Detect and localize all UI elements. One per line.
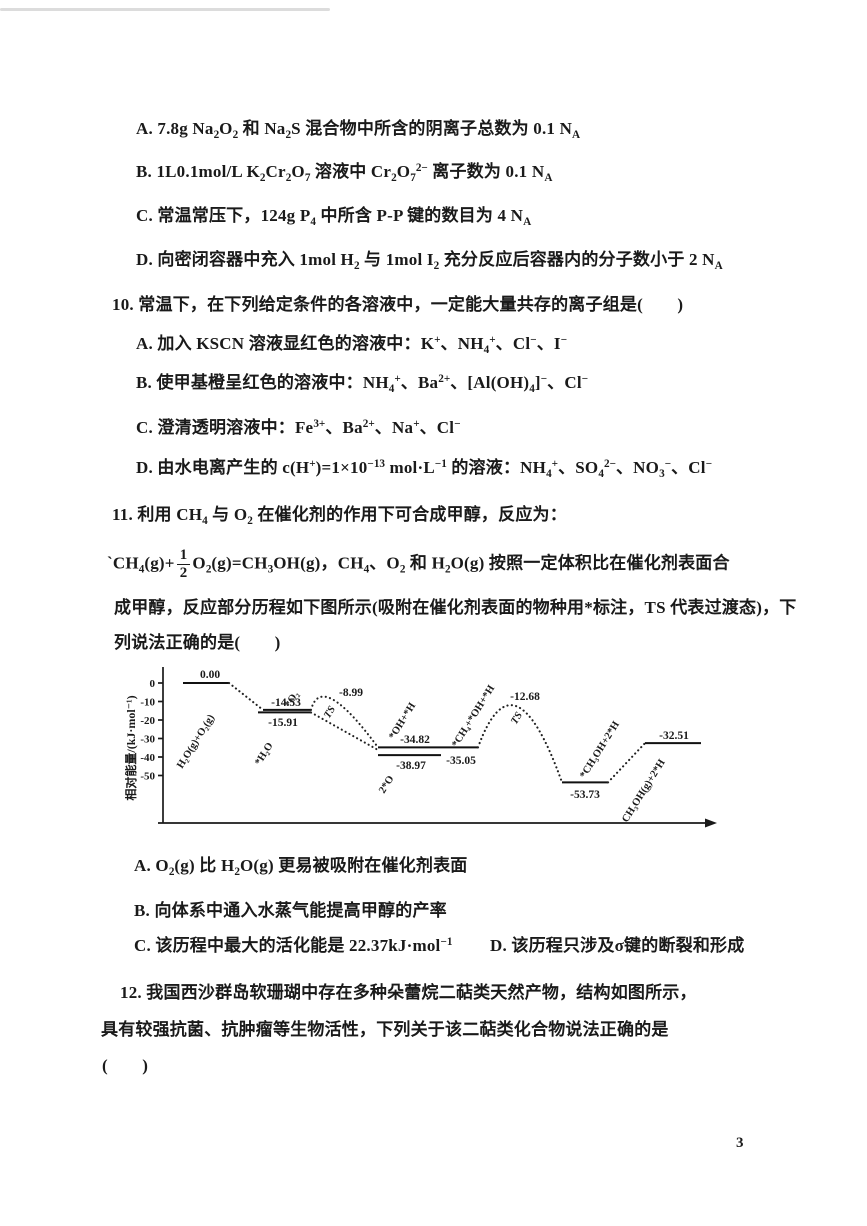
- q10-option-b: B. 使甲基橙呈红色的溶液中：NH4+、Ba2+、[Al(OH)4]−、Cl−: [136, 373, 589, 396]
- q11-option-d: D. 该历程只涉及σ键的断裂和形成: [490, 936, 745, 955]
- q12-stem-line2: 具有较强抗菌、抗肿瘤等生物活性，下列关于该二萜类化合物说法正确的是: [101, 1020, 669, 1039]
- svg-text:TS: TS: [322, 704, 338, 720]
- svg-text:-30: -30: [140, 734, 155, 746]
- svg-text:-12.68: -12.68: [510, 691, 540, 703]
- q11-option-a: A. O2(g) 比 H2O(g) 更易被吸附在催化剂表面: [134, 856, 468, 878]
- svg-text:-32.51: -32.51: [659, 730, 689, 742]
- svg-text:TS: TS: [509, 710, 525, 726]
- svg-text:0: 0: [150, 678, 156, 690]
- svg-text:-35.05: -35.05: [446, 755, 476, 767]
- q11-option-b: B. 向体系中通入水蒸气能提高甲醇的产率: [134, 901, 447, 920]
- q9-option-c: C. 常温常压下，124g P4 中所含 P-P 键的数目为 4 NA: [136, 206, 532, 228]
- svg-text:H₂O(g)+O₂(g): H₂O(g)+O₂(g): [175, 712, 217, 770]
- svg-text:-53.73: -53.73: [570, 789, 600, 801]
- svg-text:-15.91: -15.91: [268, 717, 298, 729]
- svg-text:-50: -50: [140, 771, 155, 783]
- q11-stem-line2: 成甲醇，反应部分历程如下图所示(吸附在催化剂表面的物种用*标注，TS 代表过渡态…: [114, 598, 797, 617]
- q9-option-b: B. 1L0.1mol/L K2Cr2O7 溶液中 Cr2O72− 离子数为 0…: [136, 162, 553, 185]
- page-number: 3: [736, 1135, 744, 1151]
- q11-equation: ˋCH4(g)+ 1 2 O2(g)=CH3OH(g)，CH4、O2 和 H2O(g)…: [107, 547, 730, 581]
- svg-text:-10: -10: [140, 697, 155, 709]
- q9-option-d: D. 向密闭容器中充入 1mol H2 与 1mol I2 充分反应后容器内的分…: [136, 250, 723, 272]
- svg-text:2*O: 2*O: [377, 774, 396, 796]
- q11-option-c: C. 该历程中最大的活化能是 22.37kJ·mol−1: [134, 936, 453, 956]
- svg-text:-40: -40: [140, 752, 155, 764]
- q12-stem-line1: 12. 我国西沙群岛软珊瑚中存在多种朵蕾烷二萜类天然产物，结构如图所示，: [120, 983, 697, 1002]
- q10-option-a: A. 加入 KSCN 溶液显红色的溶液中：K+、NH4+、Cl−、I−: [136, 334, 568, 357]
- q11-stem-line3: 列说法正确的是( ): [114, 633, 281, 652]
- q10-option-c: C. 澄清透明溶液中：Fe3+、Ba2+、Na+、Cl−: [136, 418, 461, 438]
- reaction-energy-diagram: 0 -10 -20 -30 -40 -50 相对能量/(kJ·mol⁻¹) 0.00 -14.5…: [125, 653, 725, 850]
- svg-text:*H₂O: *H₂O: [253, 741, 275, 768]
- svg-text:-38.97: -38.97: [396, 760, 426, 772]
- scan-artifact: [0, 8, 330, 11]
- q12-stem-line3: ( ): [102, 1056, 149, 1075]
- svg-text:相对能量/(kJ·mol⁻¹): 相对能量/(kJ·mol⁻¹): [125, 695, 138, 800]
- svg-text:*CH₃OH+2*H: *CH₃OH+2*H: [578, 720, 622, 781]
- q10-stem: 10. 常温下，在下列给定条件的各溶液中，一定能大量共存的离子组是( ): [112, 295, 684, 314]
- svg-text:CH₃OH(g)+2*H: CH₃OH(g)+2*H: [620, 758, 668, 825]
- svg-text:-34.82: -34.82: [400, 734, 430, 746]
- q11-stem-line1: 11. 利用 CH4 与 O2 在催化剂的作用下可合成甲醇，反应为：: [112, 505, 567, 527]
- svg-text:0.00: 0.00: [200, 669, 220, 681]
- svg-text:-14.53: -14.53: [271, 697, 301, 709]
- svg-text:-8.99: -8.99: [339, 687, 363, 699]
- q10-option-d: D. 由水电离产生的 c(H+)=1×10−13 mol·L−1 的溶液：NH4…: [136, 458, 713, 481]
- svg-text:*CH₄+*OH+*H: *CH₄+*OH+*H: [450, 683, 497, 749]
- q9-option-a: A. 7.8g Na2O2 和 Na2S 混合物中所含的阴离子总数为 0.1 N…: [136, 119, 581, 141]
- svg-text:-20: -20: [140, 715, 155, 727]
